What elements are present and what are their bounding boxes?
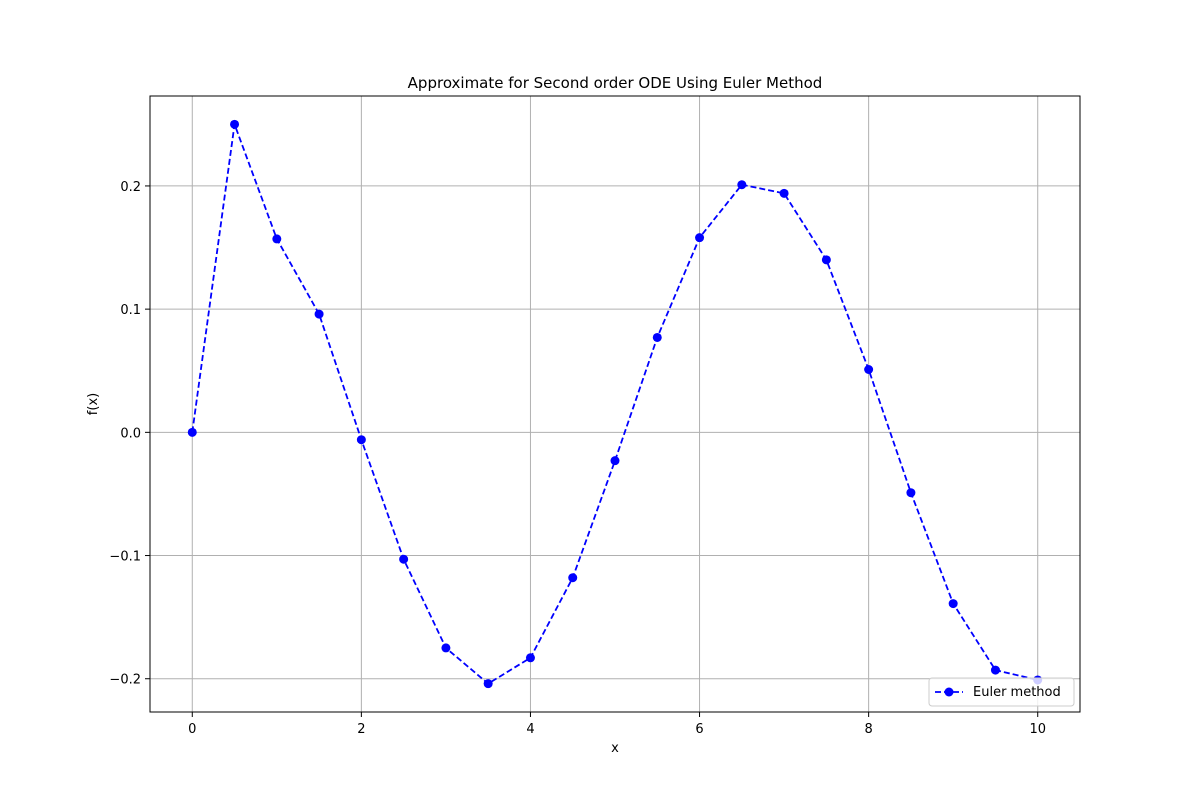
legend-label: Euler method [973, 685, 1061, 700]
data-point [568, 573, 578, 583]
data-point [737, 180, 747, 190]
data-point [314, 309, 324, 319]
x-tick-label: 6 [695, 722, 703, 737]
plot-series [187, 119, 1043, 689]
data-point [272, 234, 282, 244]
data-point [399, 554, 409, 564]
x-axis-label: x [611, 741, 619, 756]
legend-box [928, 677, 1075, 707]
data-point [652, 332, 662, 342]
data-point [821, 255, 831, 265]
data-point [695, 233, 705, 243]
y-tick-label: 0.2 [120, 180, 141, 195]
y-tick-label: −0.1 [109, 550, 141, 565]
legend: Euler method [928, 677, 1075, 707]
x-tick-label: 8 [864, 722, 872, 737]
data-point [610, 456, 620, 466]
y-tick-label: 0.1 [120, 303, 141, 318]
chart-title: Approximate for Second order ODE Using E… [408, 74, 823, 92]
data-point [441, 643, 451, 653]
data-point [948, 599, 958, 609]
y-tick-label: 0.0 [120, 426, 141, 441]
x-tick-label: 4 [526, 722, 534, 737]
y-axis-label: f(x) [86, 393, 101, 415]
x-tick-label: 0 [188, 722, 196, 737]
series-line [191, 124, 1038, 685]
data-point [230, 119, 240, 129]
data-point [779, 188, 789, 198]
legend-marker [944, 687, 954, 697]
data-point [906, 488, 916, 498]
data-point [525, 653, 535, 663]
data-point [864, 365, 874, 375]
y-tick-label: −0.2 [109, 673, 141, 688]
plot-frame [149, 95, 1081, 713]
axis-ticks: 0 2 4 6 8 10 −0.2 −0.1 0.0 0.1 0.2 [109, 180, 1046, 737]
data-point [187, 427, 197, 437]
grid [150, 96, 1080, 712]
x-tick-label: 10 [1029, 722, 1046, 737]
data-point [356, 435, 366, 445]
data-point [483, 679, 493, 689]
data-point [990, 665, 1000, 675]
x-tick-label: 2 [357, 722, 365, 737]
